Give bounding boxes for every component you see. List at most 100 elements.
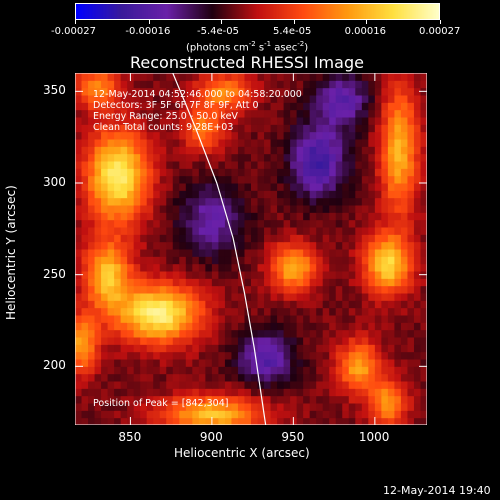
heatmap-cell bbox=[368, 234, 376, 243]
heatmap-cell bbox=[133, 212, 141, 221]
heatmap-cell bbox=[159, 373, 167, 382]
heatmap-cell bbox=[198, 344, 206, 353]
heatmap-cell bbox=[107, 403, 115, 411]
heatmap-cell bbox=[264, 285, 272, 294]
heatmap-cell bbox=[231, 117, 239, 125]
heatmap-cell bbox=[270, 197, 278, 206]
heatmap-cell bbox=[257, 256, 265, 265]
heatmap-cell bbox=[290, 315, 298, 323]
heatmap-cell bbox=[361, 205, 369, 213]
heatmap-cell bbox=[277, 307, 285, 316]
heatmap-cell bbox=[237, 95, 245, 103]
heatmap-cell bbox=[309, 263, 317, 272]
heatmap-cell bbox=[374, 307, 382, 316]
heatmap-cell bbox=[303, 315, 311, 323]
heatmap-cell bbox=[120, 212, 128, 221]
heatmap-cell bbox=[224, 205, 232, 213]
heatmap-cell bbox=[394, 366, 402, 375]
heatmap-cell bbox=[198, 87, 206, 96]
heatmap-cell bbox=[400, 249, 408, 257]
heatmap-cell bbox=[114, 410, 122, 419]
heatmap-cell bbox=[198, 124, 206, 133]
heatmap-cell bbox=[277, 102, 285, 111]
heatmap-cell bbox=[140, 139, 148, 147]
heatmap-cell bbox=[342, 95, 350, 103]
heatmap-cell bbox=[342, 117, 350, 125]
heatmap-cell bbox=[355, 373, 363, 382]
chart-title: Reconstructed RHESSI Image bbox=[130, 53, 364, 72]
heatmap-cell bbox=[114, 395, 122, 404]
heatmap-cell bbox=[303, 263, 311, 272]
heatmap-cell bbox=[257, 417, 265, 425]
heatmap-cell bbox=[413, 153, 421, 162]
heatmap-cell bbox=[75, 227, 83, 235]
heatmap-cell bbox=[348, 95, 356, 103]
heatmap-cell bbox=[153, 322, 161, 331]
heatmap-cell bbox=[400, 205, 408, 213]
heatmap-cell bbox=[322, 263, 330, 272]
heatmap-cell bbox=[81, 417, 89, 425]
heatmap-cell bbox=[114, 205, 122, 213]
heatmap-cell bbox=[264, 351, 272, 360]
heatmap-cell bbox=[290, 168, 298, 177]
heatmap-cell bbox=[153, 307, 161, 316]
heatmap-cell bbox=[140, 359, 148, 367]
heatmap-cell bbox=[218, 293, 226, 301]
heatmap-cell bbox=[277, 373, 285, 382]
heatmap-cell bbox=[374, 227, 382, 235]
heatmap-cell bbox=[316, 329, 324, 338]
heatmap-cell bbox=[120, 263, 128, 272]
heatmap-cell bbox=[316, 373, 324, 382]
heatmap-cell bbox=[75, 285, 83, 294]
heatmap-cell bbox=[303, 212, 311, 221]
heatmap-cell bbox=[303, 146, 311, 155]
heatmap-cell bbox=[244, 102, 252, 111]
heatmap-cell bbox=[264, 366, 272, 375]
heatmap-cell bbox=[211, 337, 219, 345]
heatmap-cell bbox=[264, 219, 272, 228]
heatmap-cell bbox=[264, 168, 272, 177]
heatmap-cell bbox=[218, 146, 226, 155]
heatmap-cell bbox=[394, 102, 402, 111]
heatmap-cell bbox=[368, 256, 376, 265]
heatmap-cell bbox=[368, 183, 376, 191]
heatmap-cell bbox=[133, 293, 141, 301]
heatmap-cell bbox=[166, 73, 174, 81]
heatmap-cell bbox=[107, 395, 115, 404]
heatmap-cell bbox=[205, 271, 213, 279]
heatmap-cell bbox=[101, 351, 109, 360]
heatmap-cell bbox=[224, 131, 232, 140]
heatmap-cell bbox=[237, 256, 245, 265]
heatmap-cell bbox=[322, 395, 330, 404]
heatmap-cell bbox=[224, 373, 232, 382]
heatmap-cell bbox=[316, 388, 324, 397]
heatmap-cell bbox=[290, 124, 298, 133]
heatmap-cell bbox=[198, 359, 206, 367]
heatmap-cell bbox=[107, 139, 115, 147]
heatmap-cell bbox=[107, 381, 115, 389]
heatmap-cell bbox=[146, 256, 154, 265]
heatmap-cell bbox=[277, 219, 285, 228]
heatmap-cell bbox=[277, 278, 285, 287]
heatmap-cell bbox=[114, 403, 122, 411]
heatmap-cell bbox=[257, 300, 265, 309]
heatmap-cell bbox=[394, 293, 402, 301]
heatmap-cell bbox=[153, 102, 161, 111]
heatmap-cell bbox=[185, 241, 193, 250]
heatmap-cell bbox=[198, 322, 206, 331]
heatmap-cell bbox=[264, 161, 272, 169]
heatmap-cell bbox=[309, 146, 317, 155]
heatmap-cell bbox=[101, 168, 109, 177]
heatmap-cell bbox=[400, 344, 408, 353]
heatmap-cell bbox=[381, 117, 389, 125]
heatmap-cell bbox=[192, 329, 200, 338]
heatmap-cell bbox=[192, 131, 200, 140]
heatmap-cell bbox=[140, 381, 148, 389]
heatmap-cell bbox=[88, 153, 96, 162]
heatmap-cell bbox=[342, 241, 350, 250]
heatmap-cell bbox=[107, 102, 115, 111]
heatmap-cell bbox=[316, 410, 324, 419]
heatmap-cell bbox=[290, 109, 298, 118]
heatmap-cell bbox=[316, 337, 324, 345]
heatmap-cell bbox=[75, 395, 83, 404]
